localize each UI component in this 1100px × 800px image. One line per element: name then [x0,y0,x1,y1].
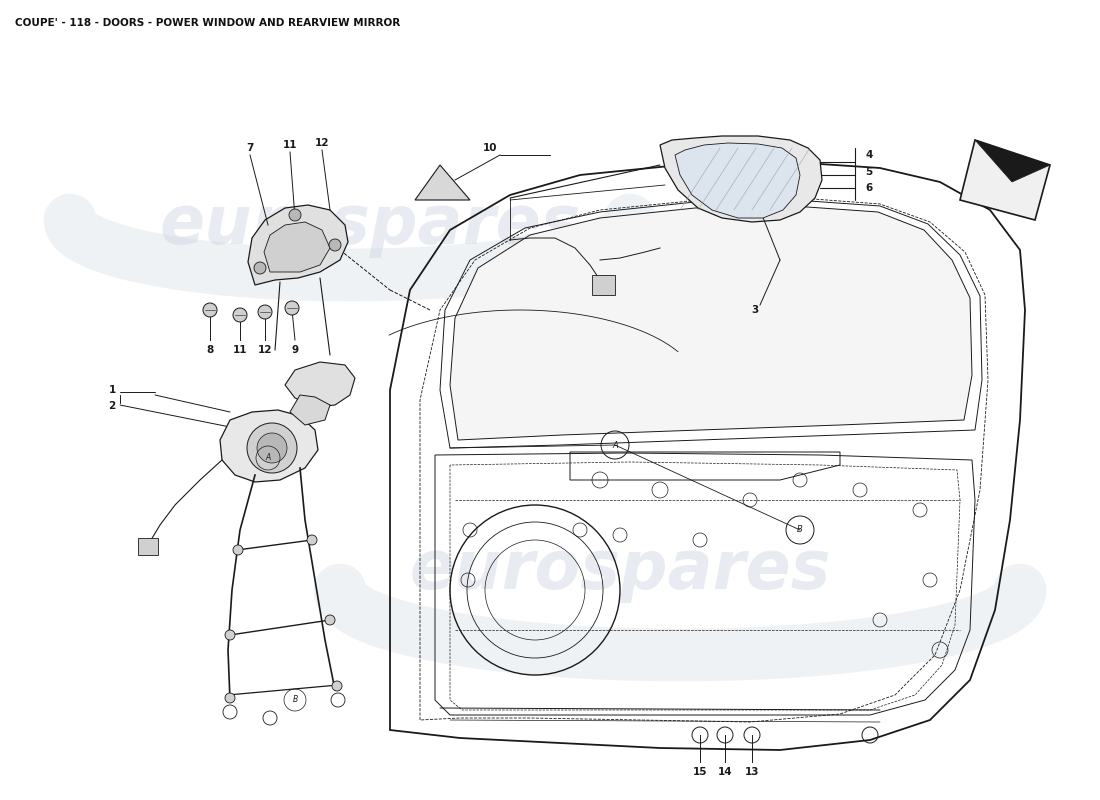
Circle shape [257,433,287,463]
Circle shape [248,423,297,473]
Text: 14: 14 [717,767,733,777]
Polygon shape [960,140,1050,220]
Circle shape [254,262,266,274]
Circle shape [329,239,341,251]
Text: 11: 11 [233,345,248,355]
Text: A: A [612,441,618,450]
Polygon shape [138,538,158,555]
Polygon shape [450,206,972,440]
Circle shape [258,305,272,319]
Polygon shape [675,143,800,218]
Polygon shape [220,410,318,482]
Text: B: B [798,526,803,534]
Text: 4: 4 [865,150,872,160]
Polygon shape [264,222,330,272]
Text: 5: 5 [865,167,872,177]
Circle shape [233,308,248,322]
Text: 15: 15 [693,767,707,777]
Text: 12: 12 [315,138,329,148]
Circle shape [226,693,235,703]
Circle shape [289,209,301,221]
Text: 2: 2 [109,401,116,411]
Polygon shape [285,362,355,407]
Text: 13: 13 [745,767,759,777]
Polygon shape [248,205,348,285]
Text: 8: 8 [207,345,213,355]
Circle shape [226,630,235,640]
Circle shape [307,535,317,545]
Circle shape [285,301,299,315]
Text: 3: 3 [751,305,759,315]
Text: COUPE' - 118 - DOORS - POWER WINDOW AND REARVIEW MIRROR: COUPE' - 118 - DOORS - POWER WINDOW AND … [15,18,400,28]
Text: 7: 7 [246,143,254,153]
Polygon shape [975,140,1050,182]
Polygon shape [290,395,330,425]
Text: eurospares: eurospares [409,537,830,603]
Circle shape [233,545,243,555]
Text: A: A [265,454,271,462]
Text: 9: 9 [292,345,298,355]
Text: 11: 11 [283,140,297,150]
Polygon shape [592,275,615,295]
Text: B: B [293,695,298,705]
Circle shape [324,615,336,625]
Circle shape [332,681,342,691]
Text: 6: 6 [865,183,872,193]
Text: eurospares: eurospares [160,192,581,258]
Circle shape [204,303,217,317]
Text: 10: 10 [483,143,497,153]
Text: 12: 12 [257,345,273,355]
Text: 1: 1 [109,385,116,395]
Polygon shape [660,136,822,222]
Polygon shape [415,165,470,200]
